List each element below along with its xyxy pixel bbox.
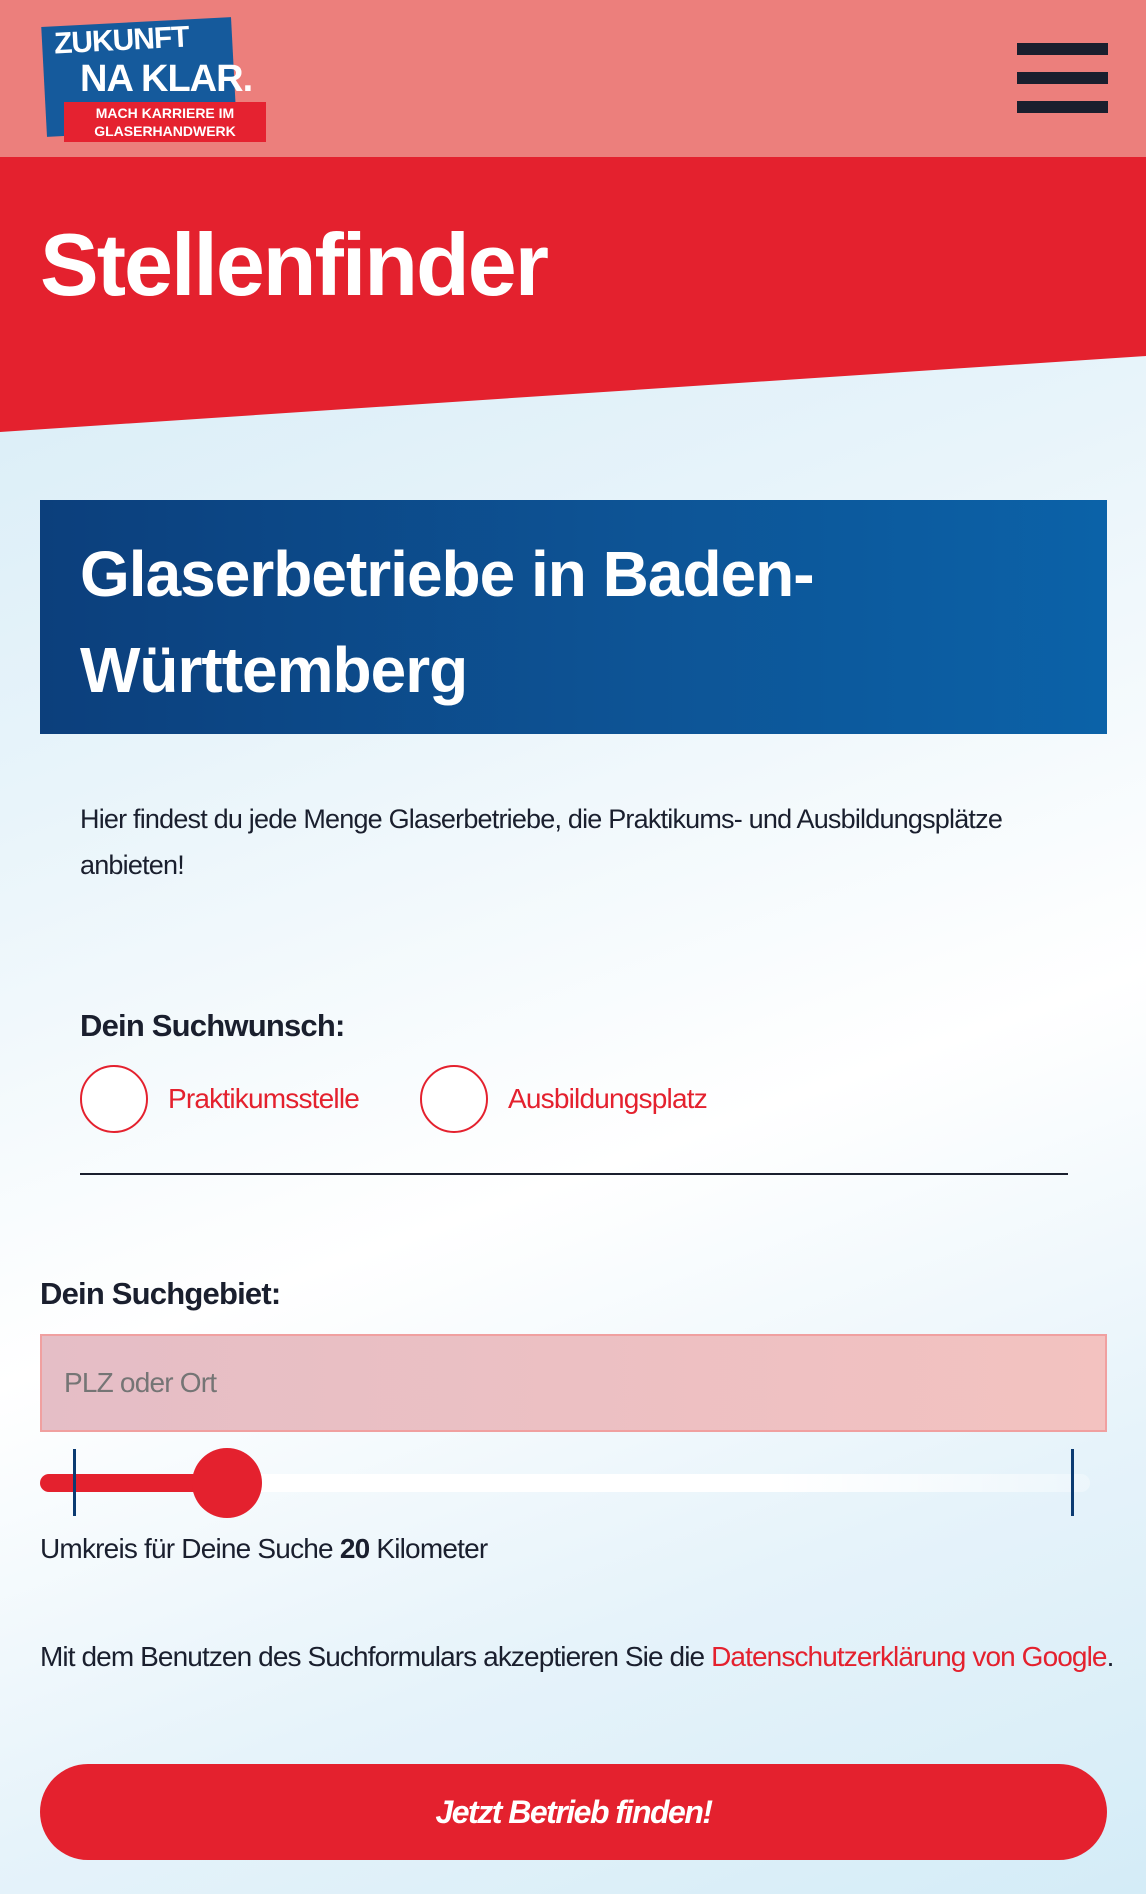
privacy-text: Mit dem Benutzen des Suchformulars akzep… <box>40 1641 705 1672</box>
region-title: Glaserbetriebe in Baden-Württemberg <box>40 500 1107 734</box>
submit-button[interactable]: Jetzt Betrieb finden! <box>40 1764 1107 1860</box>
radius-prefix: Umkreis für Deine Suche <box>40 1533 334 1564</box>
page-title: Stellenfinder <box>40 215 549 314</box>
logo-line1: ZUKUNFT <box>53 20 190 61</box>
radio-label: Praktikumsstelle <box>168 1083 360 1114</box>
radio-circle[interactable] <box>80 1065 148 1133</box>
logo-line4: GLASERHANDWERK <box>94 123 236 139</box>
radius-slider-thumb[interactable] <box>192 1448 262 1518</box>
radio-label: Ausbildungsplatz <box>508 1083 708 1114</box>
search-area-label: Dein Suchgebiet: <box>40 1276 281 1311</box>
logo[interactable]: ZUKUNFT NA KLAR. MACH KARRIERE IM GLASER… <box>41 14 284 142</box>
intro-text: Hier findest du jede Menge Glaserbetrieb… <box>80 804 1003 880</box>
radio-circle[interactable] <box>420 1065 488 1133</box>
search-type-label: Dein Suchwunsch: <box>80 1008 345 1043</box>
radius-slider-fill <box>40 1474 230 1492</box>
logo-red-block: MACH KARRIERE IM GLASERHANDWERK <box>64 102 266 142</box>
slider-max-tick <box>1071 1449 1074 1516</box>
radio-praktikumsstelle[interactable]: Praktikumsstelle <box>80 1065 360 1133</box>
divider <box>80 1173 1068 1175</box>
slider-min-tick <box>73 1449 76 1516</box>
location-input[interactable] <box>40 1334 1107 1432</box>
radius-text: Umkreis für Deine Suche 20 Kilometer <box>40 1533 488 1565</box>
site-header: ZUKUNFT NA KLAR. MACH KARRIERE IM GLASER… <box>0 0 1146 157</box>
logo-line2: NA KLAR. <box>80 58 253 100</box>
privacy-link[interactable]: Datenschutzerklärung von Google <box>711 1641 1107 1672</box>
privacy-notice: Mit dem Benutzen des Suchformulars akzep… <box>40 1641 1115 1673</box>
radio-ausbildungsplatz[interactable]: Ausbildungsplatz <box>420 1065 708 1133</box>
hamburger-icon[interactable] <box>1017 43 1108 113</box>
logo-line3: MACH KARRIERE IM <box>95 105 235 121</box>
privacy-suffix: . <box>1106 1641 1115 1672</box>
radius-slider-track[interactable] <box>40 1474 1090 1492</box>
radius-value: 20 <box>339 1533 370 1564</box>
radius-unit: Kilometer <box>376 1533 488 1564</box>
